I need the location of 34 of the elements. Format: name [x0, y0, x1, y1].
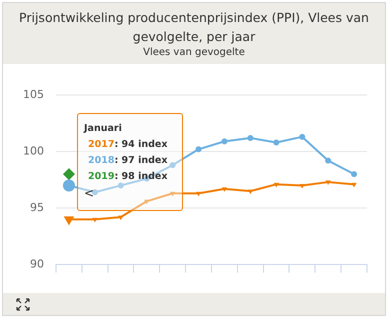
annotation: : 94 index: [114, 139, 168, 150]
point: [351, 171, 358, 178]
point: [222, 187, 228, 192]
series-label: 2019: [88, 171, 114, 182]
point: [299, 134, 306, 140]
point: [196, 192, 202, 196]
y-tick-label: 105: [22, 88, 44, 101]
point: [221, 138, 228, 144]
text: 2017: [88, 139, 114, 150]
point: [196, 146, 202, 152]
point: [170, 192, 176, 196]
point: [62, 168, 75, 180]
point: [274, 182, 279, 188]
point: [118, 216, 124, 220]
point: [326, 180, 331, 186]
annotation: : 97 index: [114, 155, 168, 166]
chart-title: Prijsontwikkeling producentenprijsindex (PPI), Vlees van gevolgelte, per jaar: [18, 9, 370, 46]
point: [273, 139, 280, 146]
y-tick-label: 100: [22, 144, 44, 158]
annotation: Januari: [84, 122, 123, 136]
point: [325, 158, 332, 164]
point: [351, 182, 357, 188]
annotation: <: [84, 185, 96, 201]
point: [118, 182, 124, 188]
point: [170, 162, 176, 168]
chart-subtitle: Vlees van gevogelte: [142, 47, 246, 58]
y-tick-label: 90: [30, 257, 44, 270]
y-tick-label: 95: [30, 200, 44, 214]
point: [300, 184, 305, 188]
point: [248, 190, 253, 194]
annotation: : 98 index: [114, 171, 168, 182]
point: [247, 134, 254, 141]
series-label: 2018: [88, 155, 114, 166]
point: [92, 218, 98, 222]
